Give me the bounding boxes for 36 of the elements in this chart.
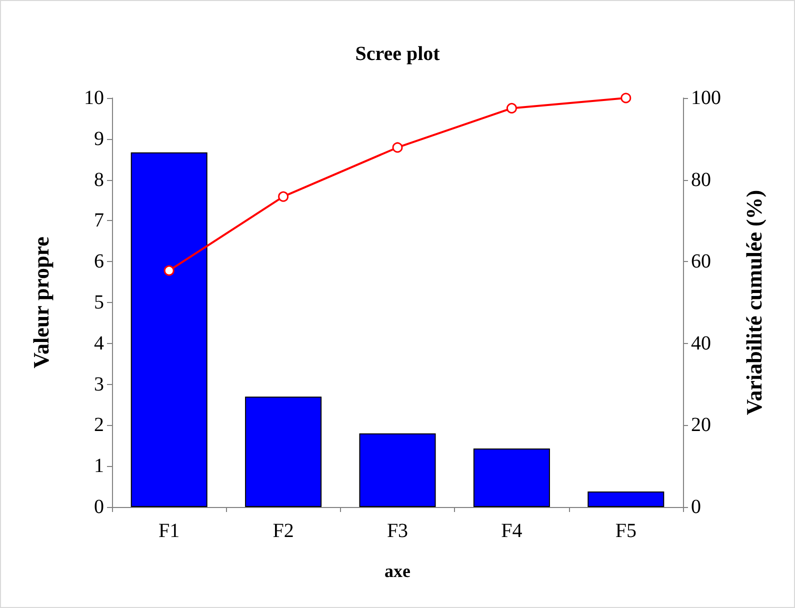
bar: [588, 491, 664, 507]
point: [392, 142, 403, 153]
bar: [473, 448, 550, 507]
y-tick-label: 5: [94, 292, 104, 314]
x-tick-label: F2: [272, 520, 294, 542]
y2-axis-title: Variabilité cumulée (%): [742, 190, 766, 416]
x-tick-label: F3: [386, 520, 408, 542]
y2-tick-label: 100: [691, 87, 721, 109]
y-tick-label: 4: [94, 332, 104, 354]
y2-tick-label: 60: [691, 250, 711, 273]
y-tick-label: 0: [94, 496, 104, 518]
x-tick-label: F5: [615, 520, 636, 542]
bar: [130, 152, 208, 507]
y2-tick-label: 80: [691, 168, 711, 191]
y2-tick-label: 40: [691, 332, 711, 354]
bar: [245, 396, 322, 507]
y-tick-label: 2: [94, 414, 104, 436]
chart-title: Scree plot: [355, 43, 440, 65]
y-tick-label: 1: [94, 455, 104, 478]
y2-tick-label: 20: [691, 414, 711, 436]
point: [506, 102, 517, 114]
x-axis-title: axe: [384, 561, 410, 581]
point: [620, 92, 632, 104]
y-tick-label: 8: [94, 168, 104, 191]
y-axis-title: Valeur propre: [28, 236, 54, 368]
y-tick-label: 10: [84, 87, 104, 109]
y-tick-label: 9: [94, 128, 104, 150]
y-tick-label: 7: [94, 210, 104, 232]
x-tick-label: F1: [158, 520, 180, 542]
point: [164, 265, 174, 276]
y-tick-label: 3: [94, 373, 104, 396]
point: [278, 191, 289, 202]
x-tick-label: F4: [501, 520, 522, 542]
bar: [359, 433, 436, 507]
y2-tick-label: 0: [691, 496, 701, 518]
y-tick-label: 6: [94, 250, 104, 273]
